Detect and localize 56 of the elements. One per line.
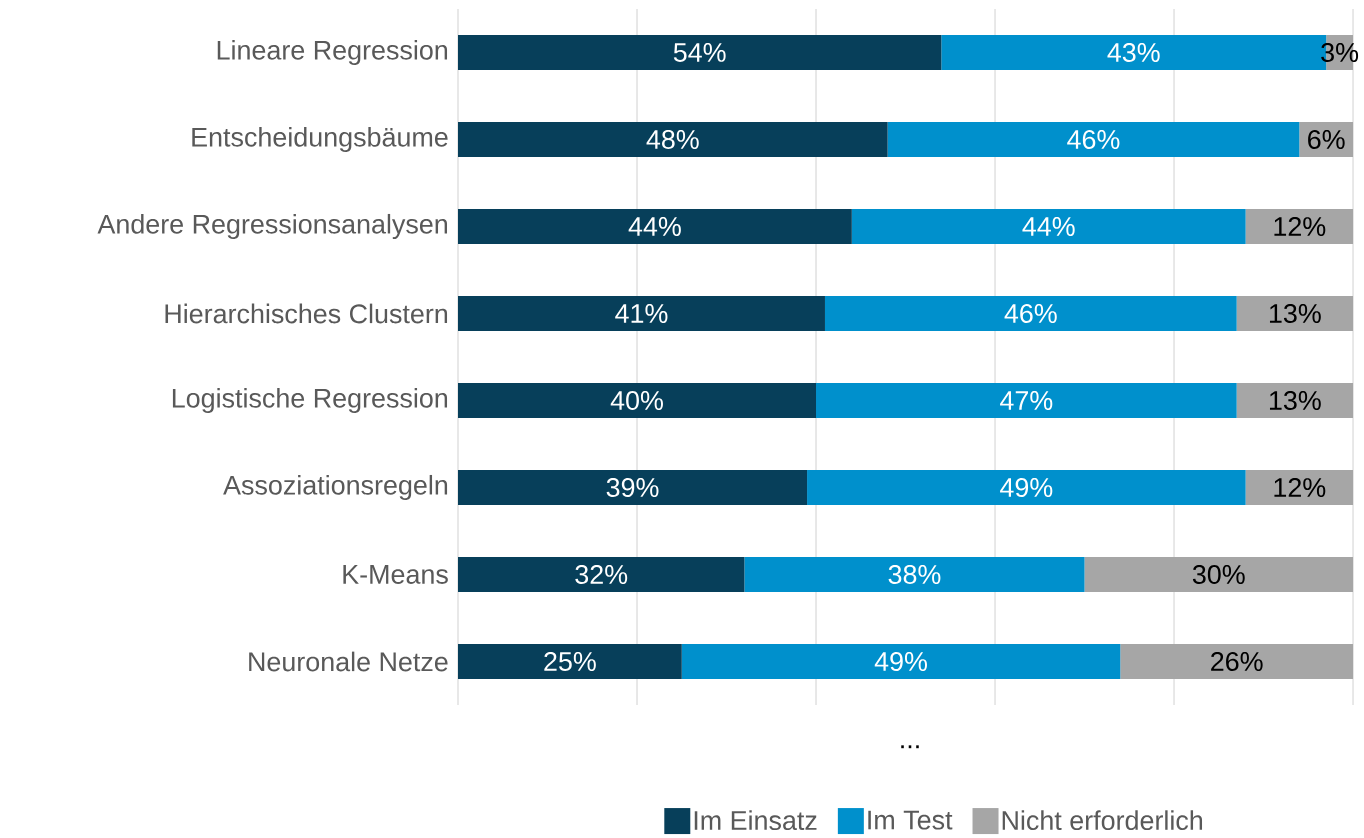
data-label: 43% bbox=[1107, 42, 1160, 63]
data-label: 13% bbox=[1269, 390, 1321, 411]
data-label: 48% bbox=[646, 129, 699, 150]
data-label: 47% bbox=[1000, 391, 1053, 410]
data-label: 49% bbox=[1000, 477, 1053, 498]
data-label: 41% bbox=[615, 304, 668, 323]
bar bbox=[1245, 208, 1354, 244]
bar bbox=[1245, 470, 1354, 505]
data-label: 38% bbox=[888, 564, 941, 585]
bar bbox=[851, 208, 1246, 244]
y-tick-label: Neuronale Netze bbox=[249, 651, 448, 672]
data-label: 30% bbox=[1192, 564, 1245, 585]
bar bbox=[824, 296, 1237, 331]
bar bbox=[744, 557, 1085, 593]
bar bbox=[458, 34, 942, 70]
y-tick-label: Entscheidungsbäume bbox=[192, 126, 448, 153]
bar bbox=[681, 644, 1121, 680]
data-label: 46% bbox=[1067, 129, 1120, 150]
bar bbox=[458, 470, 808, 505]
data-label: 12% bbox=[1274, 217, 1326, 236]
bar bbox=[1120, 644, 1354, 680]
y-tick-label: Hierarchisches Clustern bbox=[165, 303, 448, 324]
bar bbox=[1236, 383, 1354, 418]
data-label: 6% bbox=[1308, 129, 1345, 150]
legend-label: Im Einsatz bbox=[694, 810, 817, 831]
data-label: 25% bbox=[544, 651, 596, 672]
bar bbox=[816, 383, 1237, 418]
data-label: 40% bbox=[610, 390, 663, 411]
data-label: 44% bbox=[628, 217, 681, 236]
bar bbox=[458, 208, 852, 244]
bar bbox=[458, 296, 825, 331]
bar bbox=[887, 121, 1300, 157]
data-label: 39% bbox=[606, 477, 659, 498]
bar bbox=[458, 557, 745, 593]
data-label: 54% bbox=[673, 43, 726, 62]
text: ... bbox=[901, 745, 919, 749]
legend-label: Nicht erforderlich bbox=[1002, 810, 1203, 831]
bar bbox=[458, 121, 888, 157]
bar bbox=[1236, 296, 1354, 331]
data-label: 26% bbox=[1211, 651, 1263, 672]
data-label: 44% bbox=[1022, 217, 1075, 236]
y-tick-label: Assoziationsregeln bbox=[223, 474, 448, 501]
data-label: 49% bbox=[874, 651, 927, 672]
y-tick-label: Lineare Regression bbox=[217, 39, 448, 66]
y-tick-label: K-Means bbox=[343, 565, 448, 584]
data-label: 46% bbox=[1004, 303, 1057, 324]
bar bbox=[458, 383, 817, 418]
bar bbox=[807, 470, 1246, 505]
bar bbox=[1084, 557, 1354, 593]
bar bbox=[458, 644, 682, 680]
data-label: 32% bbox=[575, 564, 628, 585]
data-label: 13% bbox=[1269, 303, 1321, 324]
data-label: 12% bbox=[1274, 478, 1326, 497]
legend-label: Im Test bbox=[868, 810, 953, 830]
y-tick-label: Andere Regressionsanalysen bbox=[97, 213, 448, 240]
y-tick-label: Logistische Regression bbox=[172, 387, 448, 414]
